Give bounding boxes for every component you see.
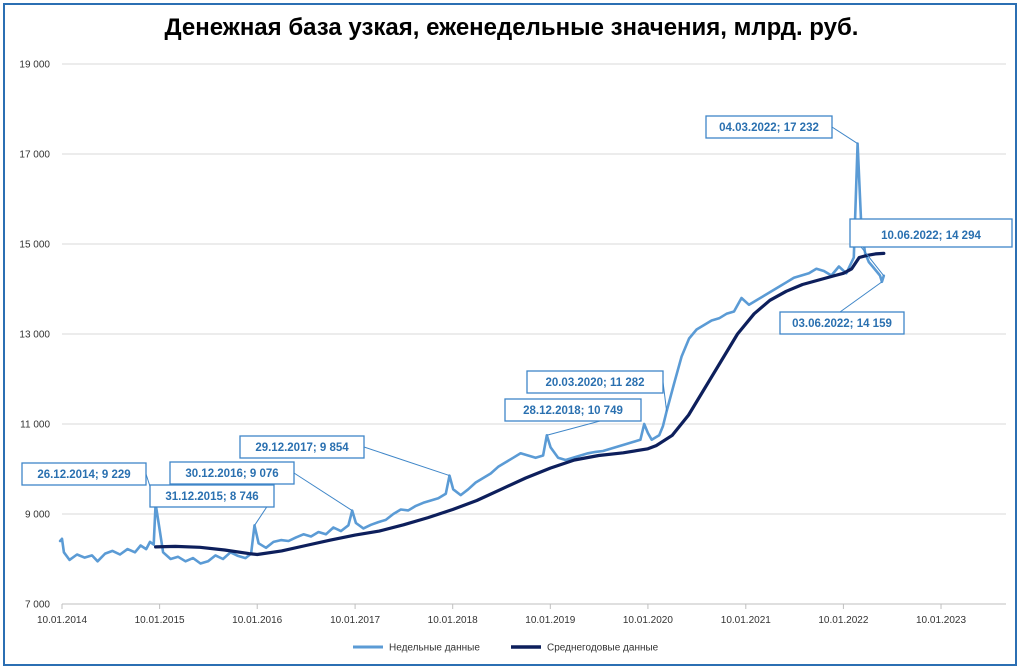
series-lines xyxy=(58,142,886,565)
weekly-series-line xyxy=(58,142,886,565)
annotation-label: 28.12.2018; 10 749 xyxy=(523,405,623,417)
annotation-label: 10.06.2022; 14 294 xyxy=(881,230,981,242)
x-tick-label: 10.01.2015 xyxy=(135,615,185,626)
legend-label: Недельные данные xyxy=(389,643,480,654)
y-tick-label: 19 000 xyxy=(19,60,50,71)
average-series-line xyxy=(154,251,886,557)
annotation-label: 26.12.2014; 9 229 xyxy=(37,469,130,481)
grid-lines xyxy=(62,63,1006,515)
legend-label: Среднегодовые данные xyxy=(547,643,659,654)
annotation-leader xyxy=(293,472,353,511)
annotation-box xyxy=(149,484,275,508)
annotation-label: 29.12.2017; 9 854 xyxy=(255,442,349,454)
y-tick-label: 17 000 xyxy=(19,150,50,161)
y-tick-label: 7 000 xyxy=(25,600,50,611)
axes: 7 000 9 000 11 000 13 000 15 000 17 000 19 000… xyxy=(19,60,1006,626)
annotation-label: 30.12.2016; 9 076 xyxy=(185,468,278,480)
annotation-label: 03.06.2022; 14 159 xyxy=(792,318,892,330)
annotation-box xyxy=(526,370,664,394)
x-tick-label: 10.01.2017 xyxy=(330,615,380,626)
y-tick-label: 13 000 xyxy=(19,330,50,341)
x-tick-label: 10.01.2018 xyxy=(428,615,478,626)
annotation-box xyxy=(239,435,365,459)
legend: Недельные данные Среднегодовые данные xyxy=(353,643,659,654)
x-tick-label: 10.01.2023 xyxy=(916,615,966,626)
annotation-label: 04.03.2022; 17 232 xyxy=(719,122,819,134)
annotation-box xyxy=(849,218,1013,248)
annotation-leader xyxy=(839,281,883,313)
x-tick-label: 10.01.2016 xyxy=(232,615,282,626)
x-tick-label: 10.01.2022 xyxy=(818,615,868,626)
annotation-box xyxy=(169,461,295,485)
annotation-box xyxy=(21,462,147,486)
annotation-box xyxy=(504,398,642,422)
annotation-leader xyxy=(363,446,450,477)
x-tick-label: 10.01.2019 xyxy=(525,615,575,626)
annotation-box xyxy=(705,115,833,139)
x-tick-label: 10.01.2020 xyxy=(623,615,673,626)
annotation-label: 31.12.2015; 8 746 xyxy=(165,491,258,503)
x-tick-label: 10.01.2014 xyxy=(37,615,87,626)
y-tick-label: 15 000 xyxy=(19,240,50,251)
y-tick-label: 11 000 xyxy=(20,420,50,431)
y-tick-label: 9 000 xyxy=(25,510,50,521)
annotation-box xyxy=(779,311,905,335)
annotations: 26.12.2014; 9 229 31.12.2015; 8 746 30.12.… xyxy=(21,115,1013,526)
chart-title: Денежная база узкая, еженедельные значен… xyxy=(164,14,859,41)
annotation-leader xyxy=(831,126,858,144)
x-tick-label: 10.01.2021 xyxy=(721,615,771,626)
annotation-label: 20.03.2020; 11 282 xyxy=(545,377,644,389)
